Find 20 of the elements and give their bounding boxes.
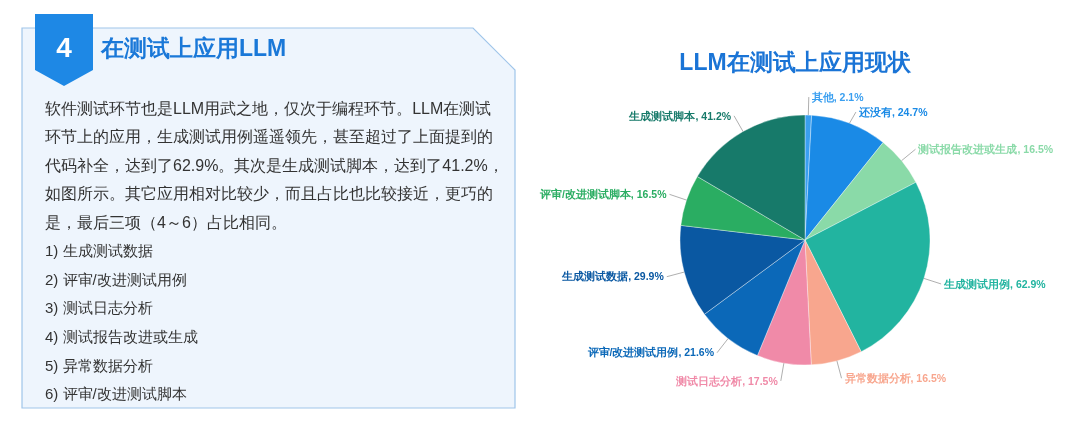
slice-label: 其他, 2.1% [810,90,865,104]
slice-label: 生成测试数据, 29.9% [561,270,665,283]
text: 软件测试环节也是LLM用武之地，仅次于编程环节。LLM在测试环节上的应用，生成测试用例遥遥领先，甚至超过了上面提到的代码补全，达到了62.9%。其次是生成测试脚本，达到了41.2%，如图所示。其它应用相对比较少，而且占比也比较接近，更巧的是，最后三项（4～6）占比相同。 [44,99,504,231]
text: 3) 测试日志分析 [45,299,153,317]
chart-title: LLM在测试上应用现状 [679,49,912,76]
text: 4) 测试报告改进或生成 [45,328,198,346]
text: 4 [56,31,73,63]
slice-label: 生成测试用例, 62.9% [943,277,1047,290]
slice-label: 异常数据分析, 16.5% [843,371,947,384]
text: 5) 异常数据分析 [45,356,153,374]
slice-label: 还没有, 24.7% [857,105,929,118]
slice-label: 评审/改进测试用例, 21.6% [586,346,715,359]
slice-label: 测试日志分析, 17.5% [675,374,779,387]
slice-label: 测试报告改进或生成, 16.5% [917,142,1054,155]
text: 1) 生成测试数据 [45,242,153,260]
slice-label: 评审/改进测试脚本, 16.5% [538,188,668,201]
text: 2) 评审/改进测试用例 [45,270,187,288]
text: 6) 评审/改进测试脚本 [45,385,187,403]
text: 在测试上应用LLM [100,35,287,62]
slice-label: 生成测试脚本, 41.2% [628,109,732,122]
